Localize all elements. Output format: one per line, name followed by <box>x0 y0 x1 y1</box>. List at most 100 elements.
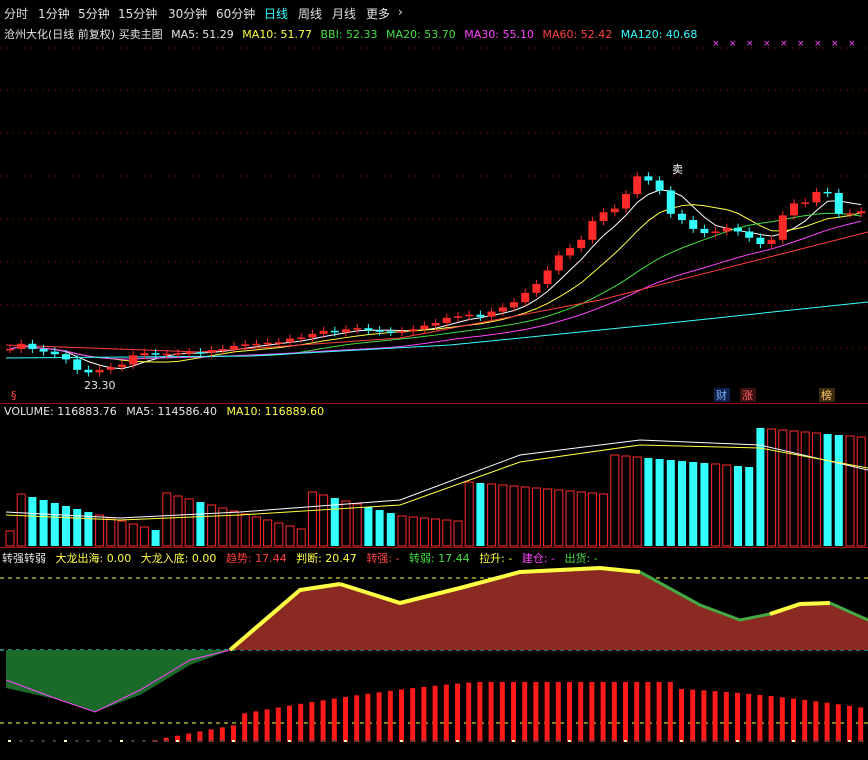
indicator-info-bar: 转强转弱 大龙出海: 0.00 大龙入底: 0.00 趋势: 17.44 判断:… <box>2 550 604 566</box>
histogram-dot <box>30 740 34 742</box>
low-price-label: 23.30 <box>84 379 116 392</box>
candle-body <box>364 328 373 331</box>
histogram-dot <box>198 740 202 742</box>
indicator-area <box>5 565 868 713</box>
histogram-bar <box>768 696 774 742</box>
volume-bar <box>62 506 70 546</box>
chart-title: 沧州大化(日线 前复权) 买卖主图 <box>4 28 163 41</box>
histogram-dot <box>332 740 336 742</box>
histogram-bar <box>488 682 494 742</box>
histogram-bar <box>253 711 259 742</box>
histogram-dot <box>299 740 303 742</box>
dalong-chuhai-label: 大龙出海: 0.00 <box>55 552 132 565</box>
histogram-bar <box>656 682 662 742</box>
volume-bar <box>397 515 407 547</box>
distribute-label: 出货: - <box>564 552 598 565</box>
volume-ma5-label: MA5: 114586.40 <box>126 405 217 418</box>
tab-fenshi[interactable]: 分时 <box>4 7 29 21</box>
volume-bar <box>487 483 497 547</box>
volume-bar <box>28 497 37 546</box>
candle-body <box>162 353 171 356</box>
histogram-bar <box>555 682 561 742</box>
candle-body <box>353 328 362 330</box>
volume-bar <box>834 435 843 546</box>
volume-bar <box>84 512 93 546</box>
volume-bar <box>330 498 339 546</box>
candle-body <box>857 211 866 214</box>
tab-more[interactable]: 更多 <box>366 7 391 21</box>
tab-weekly[interactable]: 周线 <box>298 7 323 21</box>
histogram-dot <box>344 740 347 742</box>
candle-body <box>297 337 306 340</box>
candle-body <box>252 343 261 346</box>
candle-body <box>241 344 250 346</box>
histogram-dot <box>803 740 807 742</box>
tag-box-ranking <box>819 388 835 402</box>
tab-60min[interactable]: 60分钟 <box>216 7 256 21</box>
histogram-dot <box>702 740 706 742</box>
limit-up-tag[interactable]: 涨 <box>742 389 753 402</box>
histogram-dot <box>456 740 459 742</box>
histogram-dot <box>8 740 11 742</box>
histogram-bar <box>410 688 416 742</box>
indicator-histogram <box>8 682 864 742</box>
candle-body <box>599 212 608 222</box>
histogram-bar <box>387 690 393 742</box>
candle-body <box>834 193 843 214</box>
tab-monthly[interactable]: 月线 <box>332 7 357 21</box>
candle-body <box>431 323 440 326</box>
ma5-label: MA5: 51.29 <box>171 28 234 41</box>
ranking-tag[interactable]: 榜 <box>821 388 832 402</box>
volume-bar <box>352 503 362 547</box>
volume-bar <box>520 486 530 547</box>
tab-30min[interactable]: 30分钟 <box>168 7 208 21</box>
volume-bar <box>196 502 205 546</box>
volume-bar <box>296 528 306 547</box>
histogram-dot <box>400 740 403 742</box>
tab-5min[interactable]: 5分钟 <box>78 7 110 21</box>
histogram-bar <box>443 684 449 742</box>
candle-body <box>655 180 664 191</box>
histogram-bar <box>522 682 528 742</box>
turn-weak-label: 转弱: 17.44 <box>408 552 470 565</box>
histogram-dot <box>814 740 818 742</box>
tab-daily[interactable]: 日线 <box>264 7 289 21</box>
volume-bar <box>319 494 329 547</box>
volume-bar <box>621 455 631 547</box>
tab-1min[interactable]: 1分钟 <box>38 7 70 21</box>
candle-body <box>790 203 798 216</box>
histogram-bar <box>835 704 841 742</box>
histogram-dot <box>220 740 224 742</box>
histogram-bar <box>567 682 572 742</box>
histogram-dot <box>411 740 415 742</box>
volume-bar <box>576 491 586 547</box>
histogram-bar <box>354 695 360 742</box>
candlesticks <box>6 172 866 377</box>
histogram-bar <box>735 692 740 742</box>
candle-body <box>510 302 518 308</box>
candle-body <box>521 292 530 303</box>
volume-bar <box>151 530 160 546</box>
candle-body <box>174 353 182 355</box>
trend-label: 趋势: 17.44 <box>225 552 287 565</box>
histogram-dot <box>276 740 280 742</box>
volume-bar <box>789 430 799 547</box>
chevron-right-icon[interactable]: › <box>398 5 403 19</box>
finance-tag[interactable]: 财 <box>716 388 727 402</box>
volume-bar <box>498 484 508 547</box>
histogram-dot <box>355 740 359 742</box>
histogram-bar <box>163 737 169 742</box>
tab-15min[interactable]: 15分钟 <box>118 7 158 21</box>
volume-bar <box>442 519 452 547</box>
volume-bar <box>106 517 116 547</box>
ma60-label: MA60: 52.42 <box>542 28 613 41</box>
histogram-bar <box>499 682 505 742</box>
histogram-bar <box>791 698 796 742</box>
histogram-dot <box>232 740 235 742</box>
histogram-dot <box>321 740 325 742</box>
histogram-dot <box>41 740 45 742</box>
indicator-name: 转强转弱 <box>2 552 46 565</box>
candle-body <box>286 338 294 343</box>
volume-bar <box>307 491 317 547</box>
